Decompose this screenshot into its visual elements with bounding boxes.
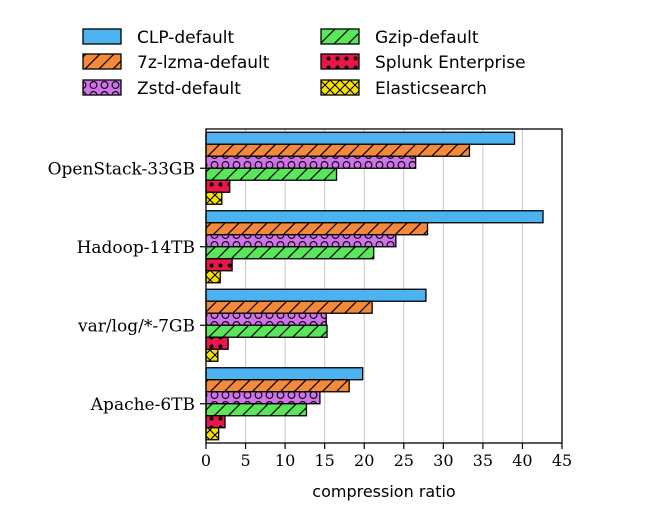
bar-7z-lzma-default-hadoop-14tb: [205, 222, 429, 236]
bar-7z-lzma-default-apache-6tb: [205, 379, 350, 393]
bar-zstd-default-var-log-7gb: [205, 312, 327, 326]
x-tick-label: 40: [512, 451, 532, 470]
x-tick-label: 10: [275, 451, 295, 470]
x-axis-label: compression ratio: [312, 482, 455, 501]
legend-label-clp-default: CLP-default: [137, 28, 235, 48]
bar-splunk-enterprise-apache-6tb: [205, 415, 226, 429]
category-label: OpenStack-33GB: [48, 159, 195, 179]
bar-clp-default-hadoop-14tb: [205, 210, 544, 224]
plot-frame: [205, 128, 563, 444]
bar-elasticsearch-openstack-33gb: [205, 191, 223, 205]
bar-gzip-default-apache-6tb: [205, 403, 308, 417]
legend-swatch-7z-lzma-default: [82, 53, 122, 70]
bar-clp-default-apache-6tb: [205, 367, 364, 381]
bar-zstd-default-openstack-33gb: [205, 155, 417, 169]
legend-swatch-elasticsearch: [320, 79, 360, 96]
bar-7z-lzma-default-openstack-33gb: [205, 143, 471, 157]
legend-swatch-zstd-default: [82, 79, 122, 96]
y-axis: OpenStack-33GB Hadoop-14TB var/log/*-7GB Ap…: [48, 159, 206, 415]
legend-swatch-gzip-default: [320, 28, 360, 45]
bar-zstd-default-hadoop-14tb: [205, 234, 397, 248]
bar-gzip-default-hadoop-14tb: [205, 246, 375, 260]
bar-clp-default-var-log-7gb: [205, 288, 427, 302]
legend-label-7z-lzma-default: 7z-lzma-default: [137, 53, 270, 73]
legend-label-splunk-enterprise: Splunk Enterprise: [375, 53, 526, 73]
bar-elasticsearch-hadoop-14tb: [205, 270, 221, 284]
legend-swatch-splunk-enterprise: [320, 53, 360, 70]
legend: CLP-default 7z-lzma-default Zstd-default Gz…: [82, 28, 526, 99]
legend-label-zstd-default: Zstd-default: [137, 79, 241, 99]
bar-splunk-enterprise-hadoop-14tb: [205, 258, 233, 272]
bar-splunk-enterprise-var-log-7gb: [205, 336, 229, 350]
bar-7z-lzma-default-var-log-7gb: [205, 300, 373, 314]
legend-swatch-clp-default: [82, 28, 122, 45]
x-tick-label: 5: [240, 451, 250, 470]
x-tick-label: 25: [394, 451, 414, 470]
legend-label-elasticsearch: Elasticsearch: [375, 79, 487, 99]
bars: [205, 131, 544, 441]
category-label: Hadoop-14TB: [77, 238, 195, 258]
bar-splunk-enterprise-openstack-33gb: [205, 179, 231, 193]
bar-zstd-default-apache-6tb: [205, 391, 321, 405]
x-tick-label: 45: [552, 451, 572, 470]
x-tick-label: 15: [314, 451, 334, 470]
x-tick-label: 30: [433, 451, 453, 470]
category-label: Apache-6TB: [90, 395, 195, 415]
x-tick-label: 0: [201, 451, 211, 470]
x-axis: 0 5 10 15 20 25 30 35 40 45: [201, 443, 572, 470]
bar-clp-default-openstack-33gb: [205, 131, 516, 145]
category-label: var/log/*-7GB: [77, 316, 195, 336]
bar-elasticsearch-var-log-7gb: [205, 348, 219, 362]
legend-label-gzip-default: Gzip-default: [375, 28, 479, 48]
x-tick-label: 20: [354, 451, 374, 470]
bar-gzip-default-var-log-7gb: [205, 324, 328, 338]
bar-gzip-default-openstack-33gb: [205, 167, 338, 181]
bar-elasticsearch-apache-6tb: [205, 427, 220, 441]
x-tick-label: 35: [473, 451, 493, 470]
